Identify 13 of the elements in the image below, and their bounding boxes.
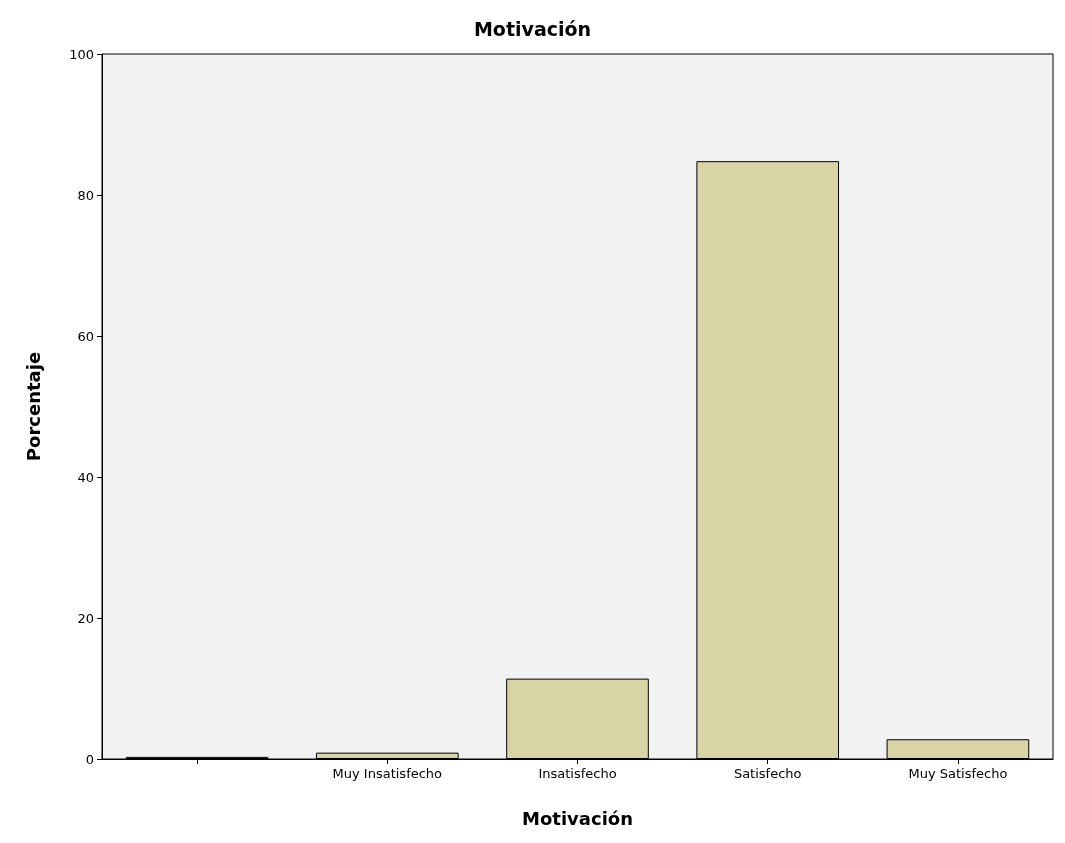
y-tick-label: 60 (77, 328, 94, 344)
y-tick-label: 40 (77, 469, 94, 485)
y-tick-label: 100 (69, 46, 94, 62)
y-tick-label: 0 (85, 751, 94, 767)
x-axis-title: Motivación (522, 807, 633, 829)
y-axis-title: Porcentaje (22, 351, 44, 462)
x-tick-label: Muy Insatisfecho (332, 766, 443, 781)
x-tick-label: Insatisfecho (538, 766, 617, 781)
x-tick-label: Satisfecho (733, 766, 802, 781)
x-tick-label: Muy Satisfecho (908, 766, 1008, 781)
y-tick-label: 20 (77, 610, 94, 626)
y-tick-label: 80 (77, 187, 94, 203)
chart-title: Motivación (473, 17, 592, 40)
